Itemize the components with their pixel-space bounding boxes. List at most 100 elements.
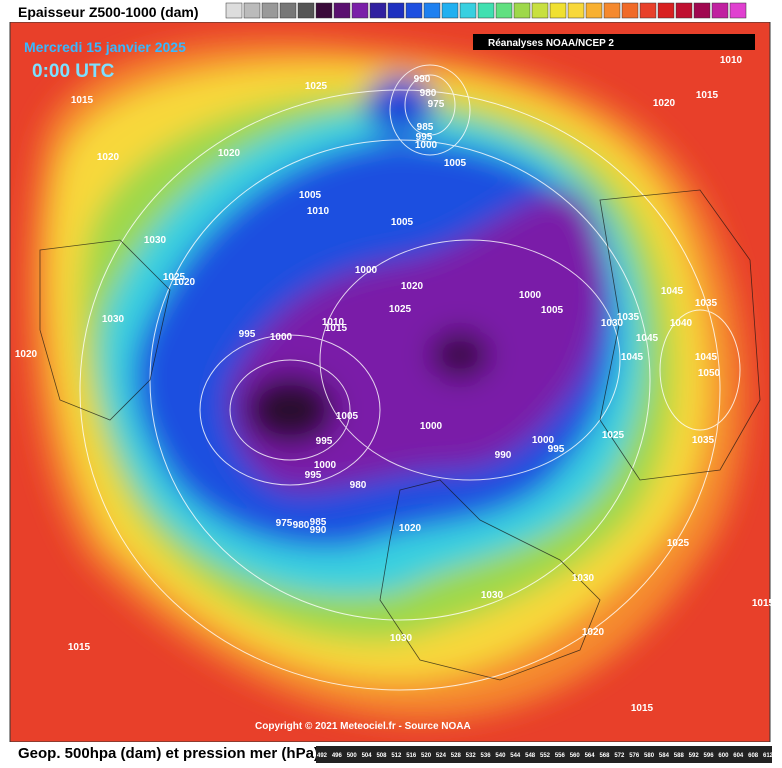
- isobar-label: 1030: [601, 318, 624, 329]
- isobar-label: 985: [310, 517, 327, 528]
- isobar-label: 1030: [572, 573, 595, 584]
- legend-title: Epaisseur Z500-1000 (dam): [18, 4, 199, 20]
- isobar-label: 1020: [173, 277, 196, 288]
- isobar-label: 1010: [720, 55, 743, 66]
- isobar-label: 1020: [653, 98, 676, 109]
- legend-swatch: [225, 2, 243, 19]
- legend-swatch: [297, 2, 315, 19]
- time: 0:00 UTC: [32, 61, 115, 82]
- isobar-label: 1010: [307, 206, 330, 217]
- isobar-label: 1020: [15, 349, 38, 360]
- scale-label: 536: [481, 753, 492, 759]
- isobar-label: 1000: [314, 460, 337, 471]
- legend-swatch: [621, 2, 639, 19]
- scale-bar: [316, 746, 772, 763]
- copyright: Copyright © 2021 Meteociel.fr - Source N…: [255, 721, 471, 732]
- legend-swatch: [405, 2, 423, 19]
- isobar-label: 1030: [390, 633, 413, 644]
- date: Mercredi 15 janvier 2025: [24, 39, 186, 55]
- isobar-label: 1025: [163, 272, 186, 283]
- scale-label: 496: [332, 753, 343, 759]
- isobar-label: 1045: [621, 352, 644, 363]
- scale-label: 600: [718, 753, 729, 759]
- isobar-label: 1035: [617, 312, 640, 323]
- scale-label: 520: [421, 753, 432, 759]
- isobar-label: 1000: [420, 421, 443, 432]
- scale-label: 592: [689, 753, 700, 759]
- isobar-label: 1025: [305, 81, 328, 92]
- scale-label: 528: [451, 753, 462, 759]
- legend-swatch: [387, 2, 405, 19]
- legend-swatch: [243, 2, 261, 19]
- isobar-label: 1005: [444, 158, 467, 169]
- scale-label: 540: [495, 753, 506, 759]
- isobar-label: 980: [350, 480, 367, 491]
- legend-swatch: [423, 2, 441, 19]
- scale-label: 524: [436, 753, 447, 759]
- scale-label: 552: [540, 753, 551, 759]
- isobar-label: 1020: [97, 152, 120, 163]
- legend-swatch: [729, 2, 747, 19]
- legend-swatch: [711, 2, 729, 19]
- scale-label: 564: [585, 753, 596, 759]
- scale-label: 492: [317, 753, 328, 759]
- legend-swatch: [657, 2, 675, 19]
- isobar-label: 1045: [695, 352, 718, 363]
- isobar-label: 1050: [698, 368, 721, 379]
- scale-label: 556: [555, 753, 566, 759]
- legend-swatch: [261, 2, 279, 19]
- scale-label: 608: [748, 753, 759, 759]
- scale-label: 544: [510, 753, 521, 759]
- legend-swatch: [279, 2, 297, 19]
- temperature-field: [10, 22, 770, 742]
- isobar-label: 1000: [532, 435, 555, 446]
- isobar-label: 1010: [322, 317, 345, 328]
- isobar-label: 995: [316, 436, 333, 447]
- isobar-label: 1020: [401, 281, 424, 292]
- isobar-label: 1045: [636, 333, 659, 344]
- isobar-label: 1040: [670, 318, 693, 329]
- scale-label: 596: [704, 753, 715, 759]
- isobar-label: 1005: [336, 411, 359, 422]
- scale-label: 612: [763, 753, 774, 759]
- legend-swatch: [441, 2, 459, 19]
- legend-swatch: [495, 2, 513, 19]
- isobar-label: 985: [417, 122, 434, 133]
- legend-swatch: [549, 2, 567, 19]
- scale-label: 572: [614, 753, 625, 759]
- scale-label: 576: [629, 753, 640, 759]
- caption: Geop. 500hpa (dam) et pression mer (hPa): [18, 745, 319, 762]
- isobar-label: 1030: [144, 235, 167, 246]
- isobar-label: 1025: [602, 430, 625, 441]
- isobar-label: 1015: [752, 598, 775, 609]
- isobar-label: 1020: [218, 148, 241, 159]
- scale-label: 580: [644, 753, 655, 759]
- scale-label: 504: [362, 753, 373, 759]
- isobar-label: 1000: [355, 265, 378, 276]
- isobar-label: 990: [310, 525, 327, 536]
- isobar-label: 1025: [389, 304, 412, 315]
- isobar-label: 1000: [415, 140, 438, 151]
- isobar-label: 1015: [631, 703, 654, 714]
- legend-swatch: [315, 2, 333, 19]
- isobar-label: 975: [428, 99, 445, 110]
- legend-swatch: [585, 2, 603, 19]
- isobar-label: 995: [305, 470, 322, 481]
- isobar-label: 1015: [71, 95, 94, 106]
- legend-swatch: [675, 2, 693, 19]
- isobar-label: 975: [276, 518, 293, 529]
- isobar-label: 1035: [692, 435, 715, 446]
- legend-swatch: [477, 2, 495, 19]
- legend-swatch: [603, 2, 621, 19]
- scale-label: 560: [570, 753, 581, 759]
- isobar-label: 1045: [661, 286, 684, 297]
- legend-swatch: [567, 2, 585, 19]
- isobar-label: 1015: [68, 642, 91, 653]
- scale-label: 548: [525, 753, 536, 759]
- isobar-label: 1015: [696, 90, 719, 101]
- scale-label: 500: [347, 753, 358, 759]
- isobar-label: 990: [414, 74, 431, 85]
- isobar-label: 980: [293, 520, 310, 531]
